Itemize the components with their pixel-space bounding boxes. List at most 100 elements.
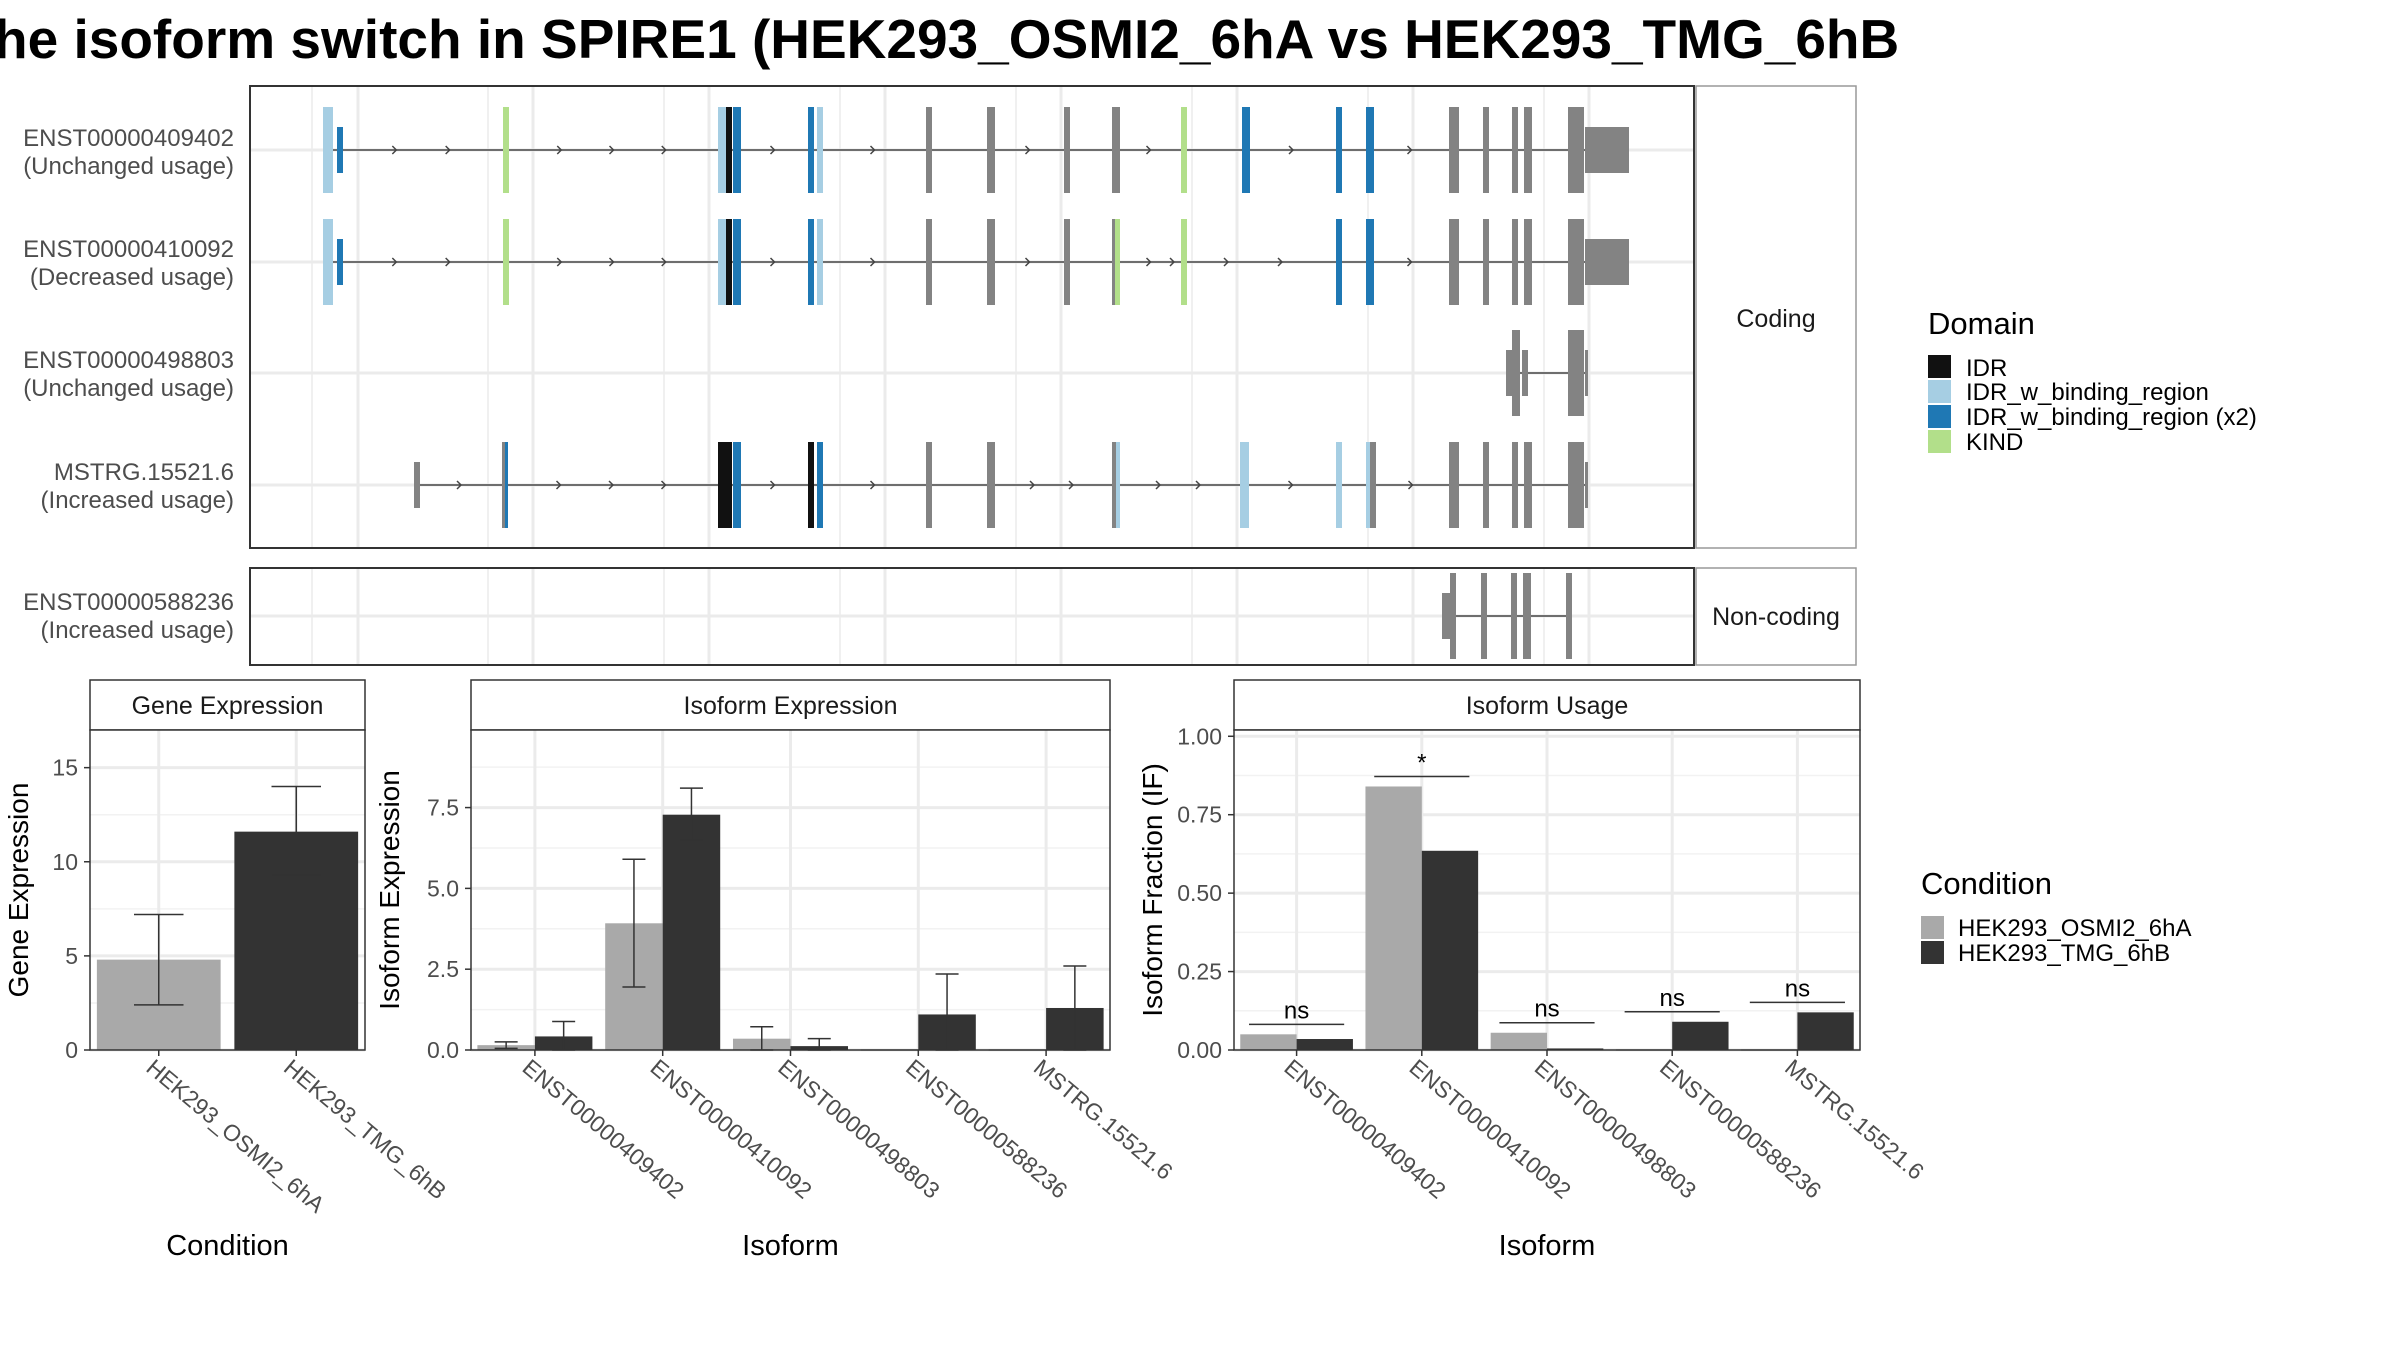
panel-title: Isoform Expression: [684, 692, 898, 720]
exon: [1112, 107, 1120, 193]
legend-label: KIND: [1966, 429, 2023, 456]
legend-label: HEK293_TMG_6hB: [1958, 940, 2170, 967]
intron-arrow: [660, 480, 667, 490]
intron-arrow: [1068, 480, 1075, 490]
exon: [1449, 442, 1459, 528]
bar: [1672, 1021, 1729, 1050]
bar: [662, 814, 721, 1050]
domain-exon: [718, 442, 726, 528]
y-axis-title: Isoform Fraction (IF): [1137, 763, 1168, 1017]
y-tick-label: 15: [52, 755, 78, 781]
bar: [1421, 850, 1479, 1050]
exon: [1512, 219, 1518, 305]
intron-arrow: [1407, 480, 1414, 490]
domain-exon: [1115, 219, 1120, 305]
intron-arrow: [661, 145, 667, 155]
exon: [1064, 107, 1070, 193]
exon: [1483, 107, 1489, 193]
noncoding-strip: [1695, 567, 1857, 666]
exon: [1585, 350, 1588, 396]
figure-title: he isoform switch in SPIRE1 (HEK293_OSMI…: [0, 8, 1899, 70]
intron-arrow: [869, 145, 876, 155]
domain-exon: [733, 219, 741, 305]
intron-arrow: [869, 480, 876, 490]
bar: [1490, 1032, 1547, 1050]
coding-transcripts: [323, 107, 1629, 528]
panel-strip: [1233, 679, 1861, 731]
domain-exon: [1181, 219, 1187, 305]
intron-arrow: [1223, 257, 1230, 267]
exon: [1449, 107, 1459, 193]
domain-exon: [1336, 442, 1342, 528]
significance-label: ns: [1785, 975, 1810, 1002]
coding-strip: [1695, 85, 1857, 549]
transcript-usage: (Decreased usage): [30, 264, 234, 291]
domain-exon: [817, 219, 823, 305]
y-axis-title: Isoform Expression: [374, 770, 405, 1010]
exon: [1112, 219, 1115, 305]
exon: [1523, 573, 1531, 659]
panel-strip: [470, 679, 1111, 731]
domain-exon: [718, 107, 726, 193]
exon: [1568, 330, 1584, 416]
exon: [1442, 593, 1450, 639]
domain-exon: [1366, 442, 1370, 528]
bar: [1547, 1048, 1604, 1050]
domain-exon: [505, 442, 508, 528]
exon: [926, 442, 932, 528]
exon: [1112, 442, 1116, 528]
exon: [987, 107, 995, 193]
coding-panel-border: [249, 85, 1695, 549]
intron-arrow: [456, 480, 463, 490]
y-tick-label: 5: [65, 943, 78, 969]
intron-arrow: [1169, 257, 1176, 267]
coding-panel-background: [250, 86, 1694, 548]
intron-arrow: [445, 257, 451, 267]
y-tick-label: 0.25: [1177, 959, 1222, 985]
intron-arrow: [769, 257, 776, 267]
intron-arrow: [391, 257, 398, 267]
domain-exon: [808, 107, 814, 193]
intron-arrow: [1024, 257, 1031, 267]
exon: [926, 107, 932, 193]
y-tick-label: 5.0: [427, 875, 459, 901]
intron-arrow: [769, 145, 776, 155]
bar: [1365, 786, 1422, 1050]
domain-exon: [733, 442, 741, 528]
domain-exon: [808, 442, 814, 528]
domain-exon: [1366, 107, 1374, 193]
intron-arrow: [1406, 257, 1413, 267]
transcript-id: MSTRG.15521.6: [54, 459, 234, 486]
exon: [1481, 573, 1487, 659]
domain-exon: [1240, 442, 1249, 528]
intron-arrow: [555, 480, 562, 490]
transcript-usage: (Increased usage): [41, 617, 234, 644]
intron-arrow: [1029, 480, 1036, 490]
exon: [926, 219, 932, 305]
intron-arrow: [556, 257, 563, 267]
noncoding-panel-border: [249, 567, 1695, 666]
exon: [1585, 239, 1629, 285]
exon: [1370, 442, 1376, 528]
x-axis-title: Isoform: [742, 1230, 839, 1262]
transcript-usage: (Unchanged usage): [23, 375, 234, 402]
intron-arrow: [1406, 145, 1413, 155]
exon: [1568, 442, 1584, 528]
y-axis-title: Gene Expression: [3, 783, 34, 998]
domain-exon: [503, 219, 509, 305]
y-tick-label: 1.00: [1177, 723, 1222, 749]
domain-exon: [808, 219, 814, 305]
transcript-usage: (Unchanged usage): [23, 153, 234, 180]
intron-arrow: [769, 480, 776, 490]
y-tick-label: 0.00: [1177, 1037, 1222, 1063]
domain-exon: [1366, 219, 1374, 305]
legend-label: IDR_w_binding_region: [1966, 379, 2209, 406]
x-axis-title: Isoform: [1499, 1230, 1596, 1262]
exon: [414, 462, 420, 508]
y-tick-label: 0.50: [1177, 880, 1222, 906]
legend-key-idr-w-binding-region: [1928, 380, 1951, 403]
intron-arrow: [1024, 145, 1031, 155]
legend-label: IDR: [1966, 355, 2007, 382]
y-tick-label: 7.5: [427, 795, 459, 821]
